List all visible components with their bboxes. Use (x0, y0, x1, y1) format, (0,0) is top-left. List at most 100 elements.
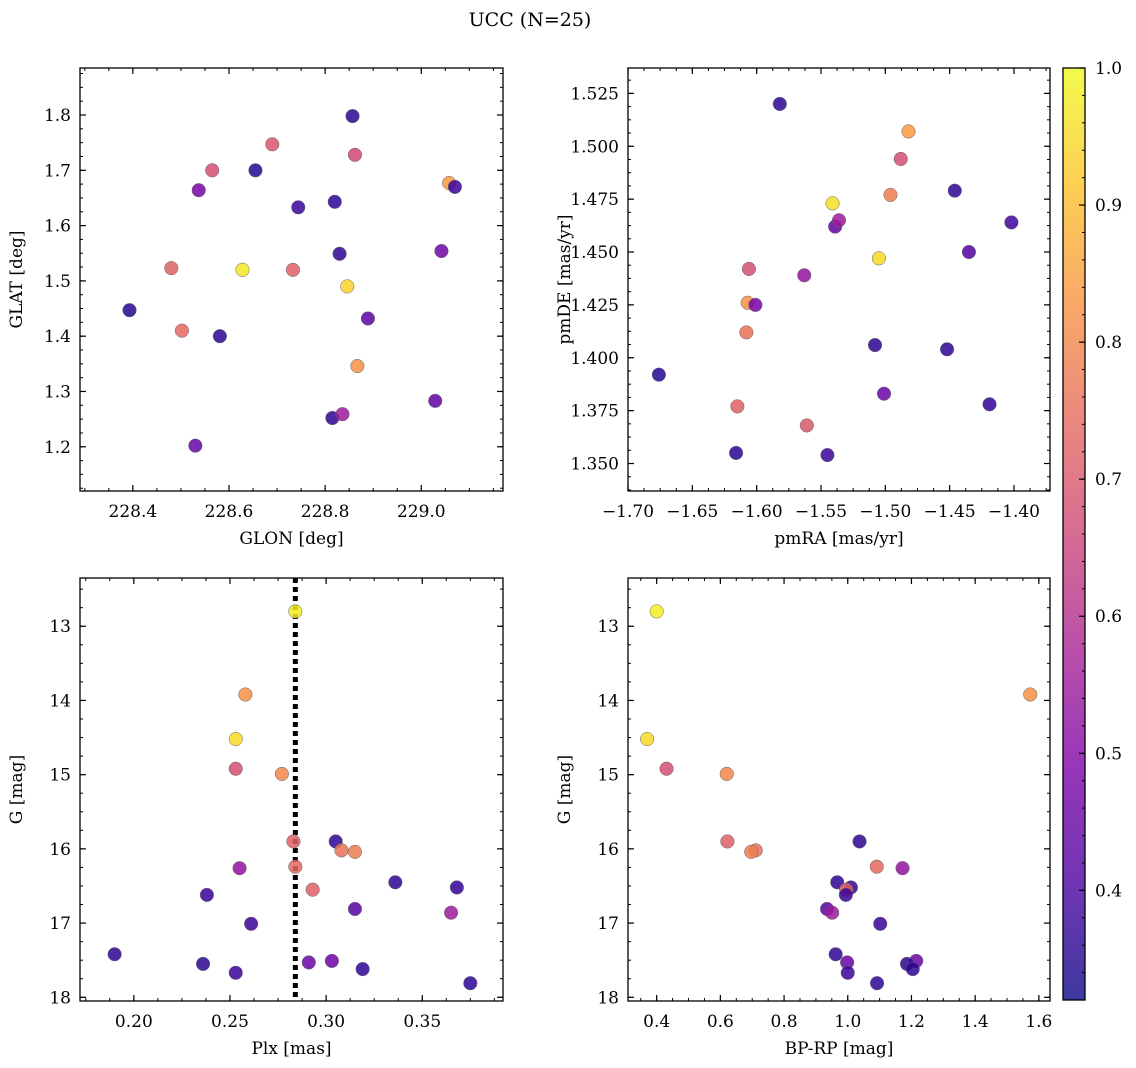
y-axis-label: pmDE [mas/yr] (555, 214, 575, 344)
y-tick-label: 14 (49, 691, 71, 711)
x-tick-label: 0.6 (707, 1012, 734, 1032)
scatter-point (870, 976, 885, 991)
scatter-point (174, 323, 189, 338)
scatter-point (449, 880, 464, 895)
scatter-point (828, 947, 843, 962)
scatter-point (799, 418, 814, 433)
y-tick-label: 14 (597, 691, 619, 711)
x-tick-label: 1.4 (962, 1012, 989, 1032)
y-tick-label: 1.3 (44, 382, 71, 402)
scatter-point (893, 151, 908, 166)
y-tick-label: 1.8 (44, 106, 71, 126)
scatter-point (212, 329, 227, 344)
scatter-point (905, 962, 920, 977)
x-tick-label: −1.65 (666, 502, 718, 522)
scatter-point (248, 163, 263, 178)
scatter-point (324, 953, 339, 968)
scatter-point (895, 861, 910, 876)
x-tick-label: 228.6 (205, 502, 254, 522)
colorbar-tick-label: 0.8 (1095, 333, 1122, 353)
x-axis-label: BP-RP [mag] (785, 1039, 894, 1059)
scatter-point (940, 342, 955, 357)
scatter-point (741, 261, 756, 276)
scatter-point (288, 604, 303, 619)
scatter-points (651, 96, 1019, 463)
colorbar: 0.4 0.5 0.6 0.7 0.8 0.9 1.0 (1062, 59, 1122, 1001)
scatter-point (355, 962, 370, 977)
scatter-point (820, 447, 835, 463)
panel-2: −1.70 −1.65 −1.60 −1.55 −1.50 −1.45 −1.40 1.350… (555, 67, 1051, 549)
y-axis-label: GLAT [deg] (7, 230, 27, 328)
panel-4: 0.4 0.6 0.8 1.0 1.2 1.4 1.6 13 14 15 16 17 18 BP-RP [… (555, 577, 1052, 1059)
scatter-point (274, 766, 289, 781)
scatter-point (199, 887, 214, 902)
axes-frame (79, 67, 504, 492)
x-tick-label: −1.55 (795, 502, 847, 522)
scatter-point (335, 407, 350, 422)
y-tick-label: 1.400 (570, 349, 619, 369)
scatter-point (345, 109, 360, 124)
scatter-points (122, 109, 462, 453)
scatter-point (122, 303, 137, 318)
axes-frame (627, 67, 1051, 492)
scatter-points (107, 604, 478, 991)
scatter-point (238, 687, 253, 702)
scatter-point (347, 147, 363, 162)
colorbar-tick-label: 0.4 (1095, 881, 1122, 901)
y-tick-label: 18 (49, 988, 71, 1008)
scatter-point (228, 761, 243, 776)
x-tick-label: 0.8 (771, 1012, 798, 1032)
scatter-point (1004, 215, 1019, 230)
scatter-point (748, 297, 763, 312)
y-tick-label: 15 (49, 766, 71, 786)
y-tick-label: 1.4 (44, 327, 71, 347)
colorbar-gradient (1063, 68, 1085, 1000)
scatter-point (340, 279, 355, 294)
x-tick-label: 1.2 (898, 1012, 925, 1032)
scatter-point (838, 887, 853, 902)
scatter-point (739, 325, 754, 340)
scatter-point (947, 183, 962, 198)
y-tick-label: 1.450 (570, 243, 619, 263)
y-tick-label: 13 (597, 617, 619, 637)
scatter-point (265, 137, 280, 152)
y-tick-label: 16 (49, 840, 71, 860)
x-tick-label: −1.50 (859, 502, 911, 522)
y-tick-label: 1.375 (570, 402, 619, 422)
colorbar-tick-label: 0.7 (1095, 470, 1122, 490)
scatter-point (659, 761, 674, 776)
x-tick-label: 228.4 (109, 502, 158, 522)
scatter-point (729, 445, 744, 460)
y-tick-label: 1.350 (570, 455, 619, 475)
scatter-point (235, 262, 250, 277)
x-tick-label: −1.45 (924, 502, 976, 522)
x-tick-label: 0.30 (307, 1012, 345, 1032)
scatter-point (334, 843, 349, 858)
scatter-point (244, 916, 259, 931)
figure-title: UCC (N=25) (469, 9, 592, 31)
y-tick-label: 1.525 (570, 84, 619, 104)
scatter-point (852, 834, 867, 849)
scatter-point (873, 916, 888, 931)
scatter-point (831, 213, 847, 228)
scatter-point (350, 358, 365, 374)
y-tick-label: 1.475 (570, 190, 619, 210)
panel-1: 228.4 228.6 228.8 229.0 1.2 1.3 1.4 1.5 1.6 1.7 1.… (7, 67, 504, 549)
y-tick-label: 13 (49, 617, 71, 637)
y-tick-label: 1.425 (570, 296, 619, 316)
x-tick-label: −1.40 (988, 502, 1040, 522)
y-tick-label: 15 (597, 766, 619, 786)
x-tick-label: 0.35 (403, 1012, 441, 1032)
axes-frame (627, 577, 1051, 1002)
scatter-point (901, 124, 916, 139)
y-tick-label: 18 (597, 988, 619, 1008)
scatter-point (232, 861, 247, 876)
scatter-points (640, 604, 1038, 991)
axes-frame (79, 577, 504, 1002)
scatter-point (196, 956, 211, 971)
y-axis-label: G [mag] (555, 755, 575, 824)
scatter-point (305, 882, 320, 897)
y-tick-label: 1.500 (570, 137, 619, 157)
x-tick-label: 0.4 (643, 1012, 670, 1032)
scatter-point (327, 194, 342, 209)
